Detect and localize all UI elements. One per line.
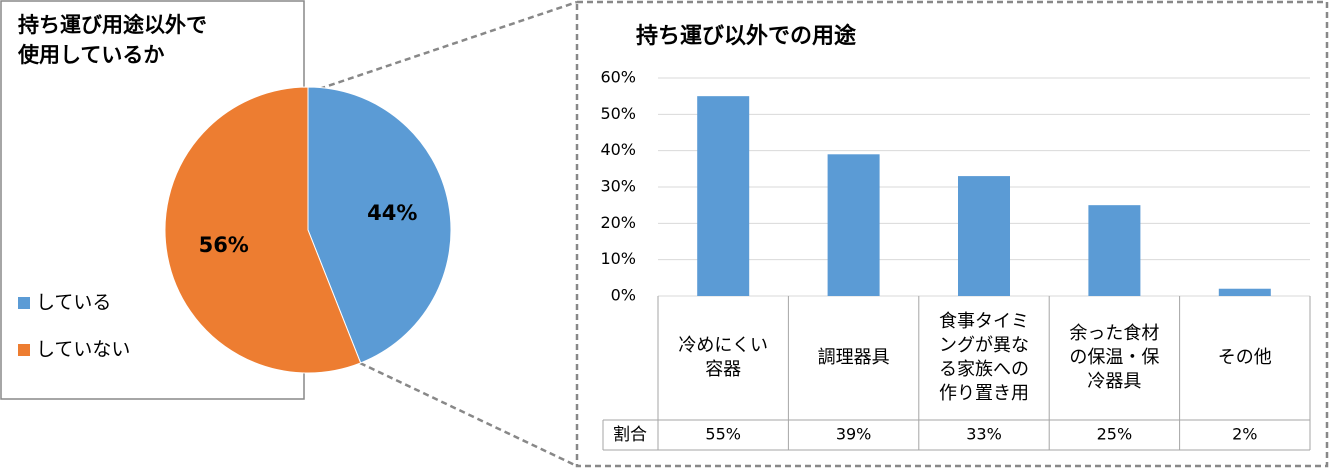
x-tick-label: 余った食材の保温・保冷器具 — [1069, 323, 1160, 392]
y-tick-label: 0% — [611, 286, 636, 305]
bar-title: 持ち運び以外での用途 — [636, 24, 857, 49]
y-tick-label: 10% — [600, 249, 636, 268]
connector — [309, 0, 578, 94]
y-tick-label: 20% — [600, 213, 636, 232]
data-label: 56% — [199, 233, 249, 257]
x-tick-label: その他 — [1217, 347, 1272, 368]
legend-swatch — [18, 297, 30, 309]
table-value: 55% — [705, 425, 741, 444]
table-value: 33% — [966, 425, 1002, 444]
legend-swatch — [18, 344, 30, 356]
y-tick-label: 30% — [600, 177, 636, 196]
x-tick-label: 冷めにくい容器 — [678, 335, 768, 380]
legend-label: している — [36, 292, 111, 314]
x-tick-label: 食事タイミングが異なる家族への作り置き用 — [939, 311, 1029, 404]
table-series-name: 割合 — [613, 425, 647, 445]
bar — [1218, 288, 1271, 296]
y-tick-label: 60% — [600, 68, 636, 87]
legend-label: していない — [36, 339, 130, 361]
pie-title: 持ち運び用途以外で使用しているか — [18, 13, 207, 67]
y-tick-label: 50% — [600, 104, 636, 123]
y-tick-label: 40% — [600, 140, 636, 159]
table-value: 39% — [836, 425, 872, 444]
table-value: 2% — [1232, 425, 1257, 444]
pie-slice — [164, 86, 362, 374]
bar — [827, 154, 880, 296]
pie-slice — [307, 86, 452, 364]
bar — [958, 176, 1010, 296]
table-value: 25% — [1097, 425, 1133, 444]
data-label: 44% — [367, 201, 417, 225]
bar — [1088, 205, 1141, 296]
x-tick-label: 調理器具 — [817, 347, 890, 368]
connector — [359, 361, 578, 468]
bar — [697, 96, 750, 297]
